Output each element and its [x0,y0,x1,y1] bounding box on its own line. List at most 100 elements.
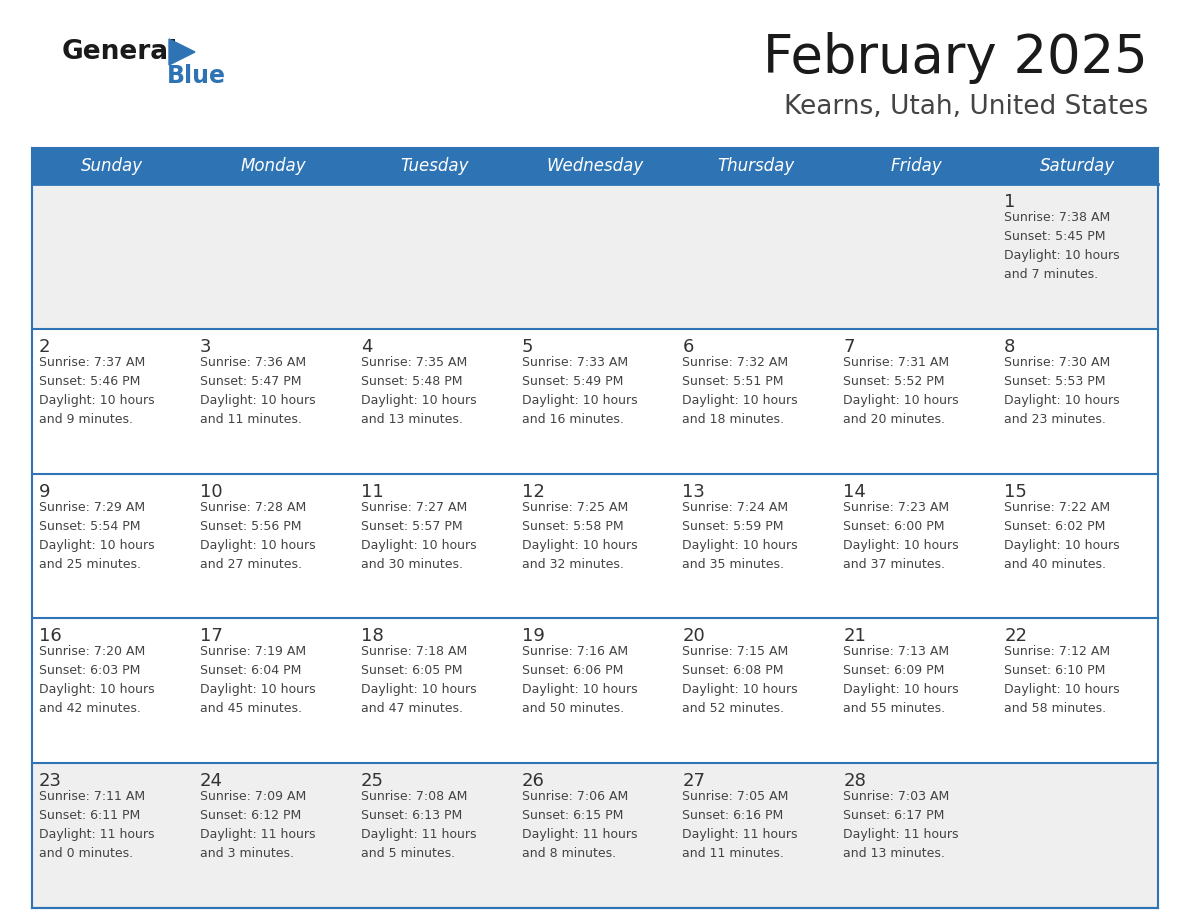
Bar [192,474,354,619]
Text: 3: 3 [200,338,211,356]
Bar [997,148,1158,184]
Text: Sunrise: 7:31 AM
Sunset: 5:52 PM
Daylight: 10 hours
and 20 minutes.: Sunrise: 7:31 AM Sunset: 5:52 PM Dayligh… [843,356,959,426]
Text: 24: 24 [200,772,223,790]
Text: 16: 16 [39,627,62,645]
Text: Thursday: Thursday [718,157,795,175]
Text: Sunrise: 7:28 AM
Sunset: 5:56 PM
Daylight: 10 hours
and 27 minutes.: Sunrise: 7:28 AM Sunset: 5:56 PM Dayligh… [200,500,316,571]
Text: Sunrise: 7:23 AM
Sunset: 6:00 PM
Daylight: 10 hours
and 37 minutes.: Sunrise: 7:23 AM Sunset: 6:00 PM Dayligh… [843,500,959,571]
Bar [514,148,676,184]
Text: 7: 7 [843,338,855,356]
Text: Sunrise: 7:27 AM
Sunset: 5:57 PM
Daylight: 10 hours
and 30 minutes.: Sunrise: 7:27 AM Sunset: 5:57 PM Dayligh… [361,500,476,571]
Bar [192,184,354,329]
Text: Sunrise: 7:08 AM
Sunset: 6:13 PM
Daylight: 11 hours
and 5 minutes.: Sunrise: 7:08 AM Sunset: 6:13 PM Dayligh… [361,790,476,860]
Bar [836,474,997,619]
Text: February 2025: February 2025 [763,32,1148,84]
Text: Sunrise: 7:06 AM
Sunset: 6:15 PM
Daylight: 11 hours
and 8 minutes.: Sunrise: 7:06 AM Sunset: 6:15 PM Dayligh… [522,790,637,860]
Bar [32,474,192,619]
Text: Sunrise: 7:22 AM
Sunset: 6:02 PM
Daylight: 10 hours
and 40 minutes.: Sunrise: 7:22 AM Sunset: 6:02 PM Dayligh… [1004,500,1120,571]
Bar [32,619,192,763]
Text: Sunrise: 7:09 AM
Sunset: 6:12 PM
Daylight: 11 hours
and 3 minutes.: Sunrise: 7:09 AM Sunset: 6:12 PM Dayligh… [200,790,315,860]
Text: Monday: Monday [240,157,307,175]
Bar [354,184,514,329]
Text: Sunday: Sunday [81,157,144,175]
Bar [836,329,997,474]
Text: Sunrise: 7:37 AM
Sunset: 5:46 PM
Daylight: 10 hours
and 9 minutes.: Sunrise: 7:37 AM Sunset: 5:46 PM Dayligh… [39,356,154,426]
Text: 6: 6 [682,338,694,356]
Text: Sunrise: 7:33 AM
Sunset: 5:49 PM
Daylight: 10 hours
and 16 minutes.: Sunrise: 7:33 AM Sunset: 5:49 PM Dayligh… [522,356,637,426]
Bar [676,763,836,908]
Bar [514,619,676,763]
Bar [676,474,836,619]
Text: Kearns, Utah, United States: Kearns, Utah, United States [784,94,1148,120]
Text: Sunrise: 7:13 AM
Sunset: 6:09 PM
Daylight: 10 hours
and 55 minutes.: Sunrise: 7:13 AM Sunset: 6:09 PM Dayligh… [843,645,959,715]
Bar [514,763,676,908]
Text: Sunrise: 7:11 AM
Sunset: 6:11 PM
Daylight: 11 hours
and 0 minutes.: Sunrise: 7:11 AM Sunset: 6:11 PM Dayligh… [39,790,154,860]
Bar [514,184,676,329]
Text: Sunrise: 7:24 AM
Sunset: 5:59 PM
Daylight: 10 hours
and 35 minutes.: Sunrise: 7:24 AM Sunset: 5:59 PM Dayligh… [682,500,798,571]
Bar [354,619,514,763]
Text: 4: 4 [361,338,372,356]
Text: Sunrise: 7:30 AM
Sunset: 5:53 PM
Daylight: 10 hours
and 23 minutes.: Sunrise: 7:30 AM Sunset: 5:53 PM Dayligh… [1004,356,1120,426]
Text: 18: 18 [361,627,384,645]
Text: Sunrise: 7:25 AM
Sunset: 5:58 PM
Daylight: 10 hours
and 32 minutes.: Sunrise: 7:25 AM Sunset: 5:58 PM Dayligh… [522,500,637,571]
Text: Sunrise: 7:18 AM
Sunset: 6:05 PM
Daylight: 10 hours
and 47 minutes.: Sunrise: 7:18 AM Sunset: 6:05 PM Dayligh… [361,645,476,715]
Bar [354,329,514,474]
Bar [836,184,997,329]
Text: 5: 5 [522,338,533,356]
Bar [514,329,676,474]
Bar [997,184,1158,329]
Text: 20: 20 [682,627,706,645]
Bar [836,619,997,763]
Bar [354,763,514,908]
Text: 1: 1 [1004,193,1016,211]
Bar [354,148,514,184]
Bar [32,329,192,474]
Text: Sunrise: 7:36 AM
Sunset: 5:47 PM
Daylight: 10 hours
and 11 minutes.: Sunrise: 7:36 AM Sunset: 5:47 PM Dayligh… [200,356,316,426]
Bar [32,184,192,329]
Text: Sunrise: 7:35 AM
Sunset: 5:48 PM
Daylight: 10 hours
and 13 minutes.: Sunrise: 7:35 AM Sunset: 5:48 PM Dayligh… [361,356,476,426]
Bar [676,329,836,474]
Text: Sunrise: 7:15 AM
Sunset: 6:08 PM
Daylight: 10 hours
and 52 minutes.: Sunrise: 7:15 AM Sunset: 6:08 PM Dayligh… [682,645,798,715]
Text: Blue: Blue [168,64,226,88]
Bar [997,329,1158,474]
Text: Sunrise: 7:32 AM
Sunset: 5:51 PM
Daylight: 10 hours
and 18 minutes.: Sunrise: 7:32 AM Sunset: 5:51 PM Dayligh… [682,356,798,426]
Text: 13: 13 [682,483,706,500]
Text: 8: 8 [1004,338,1016,356]
Text: Sunrise: 7:29 AM
Sunset: 5:54 PM
Daylight: 10 hours
and 25 minutes.: Sunrise: 7:29 AM Sunset: 5:54 PM Dayligh… [39,500,154,571]
Text: Friday: Friday [891,157,942,175]
Text: Sunrise: 7:16 AM
Sunset: 6:06 PM
Daylight: 10 hours
and 50 minutes.: Sunrise: 7:16 AM Sunset: 6:06 PM Dayligh… [522,645,637,715]
Bar [676,184,836,329]
Bar [836,148,997,184]
Bar [997,763,1158,908]
Text: 10: 10 [200,483,222,500]
Text: 15: 15 [1004,483,1026,500]
Bar [676,619,836,763]
Text: 17: 17 [200,627,222,645]
Bar [32,763,192,908]
Text: 27: 27 [682,772,706,790]
Text: 14: 14 [843,483,866,500]
Bar [192,148,354,184]
Text: Saturday: Saturday [1040,157,1116,175]
Text: General: General [62,39,178,65]
Text: 25: 25 [361,772,384,790]
Bar [997,619,1158,763]
Text: Sunrise: 7:38 AM
Sunset: 5:45 PM
Daylight: 10 hours
and 7 minutes.: Sunrise: 7:38 AM Sunset: 5:45 PM Dayligh… [1004,211,1120,281]
Text: Sunrise: 7:12 AM
Sunset: 6:10 PM
Daylight: 10 hours
and 58 minutes.: Sunrise: 7:12 AM Sunset: 6:10 PM Dayligh… [1004,645,1120,715]
Bar [192,329,354,474]
Text: Wednesday: Wednesday [546,157,644,175]
Bar [192,763,354,908]
Text: Sunrise: 7:20 AM
Sunset: 6:03 PM
Daylight: 10 hours
and 42 minutes.: Sunrise: 7:20 AM Sunset: 6:03 PM Dayligh… [39,645,154,715]
Text: 2: 2 [39,338,51,356]
Text: Sunrise: 7:03 AM
Sunset: 6:17 PM
Daylight: 11 hours
and 13 minutes.: Sunrise: 7:03 AM Sunset: 6:17 PM Dayligh… [843,790,959,860]
Bar [836,763,997,908]
Text: Sunrise: 7:05 AM
Sunset: 6:16 PM
Daylight: 11 hours
and 11 minutes.: Sunrise: 7:05 AM Sunset: 6:16 PM Dayligh… [682,790,798,860]
Text: 21: 21 [843,627,866,645]
Bar [997,474,1158,619]
Bar [32,148,192,184]
Text: 11: 11 [361,483,384,500]
Text: Tuesday: Tuesday [400,157,468,175]
Bar [354,474,514,619]
Bar [192,619,354,763]
Text: 26: 26 [522,772,544,790]
